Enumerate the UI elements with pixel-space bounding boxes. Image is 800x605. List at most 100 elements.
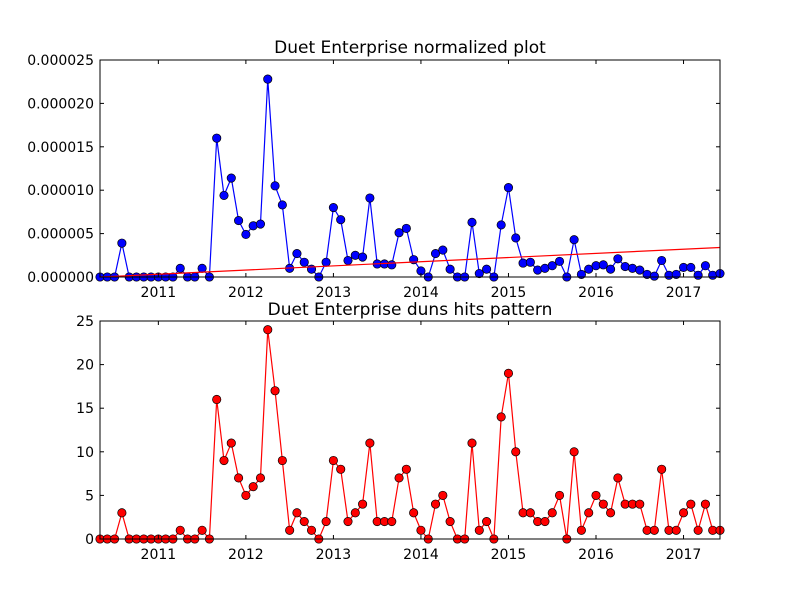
duns-hits-data-point xyxy=(554,490,565,500)
duns-hits-axes-frame xyxy=(99,320,721,540)
duns-hits-data-point xyxy=(328,455,338,466)
normalized-x-tick-label: 2016 xyxy=(578,285,614,301)
duns-hits-data-point xyxy=(576,525,586,535)
duns-hits-data-point xyxy=(401,464,411,474)
duns-hits-data-point xyxy=(649,525,659,535)
normalized-y-tick-label: 0.000005 xyxy=(27,227,94,243)
normalized-data-point xyxy=(401,223,411,233)
duns-hits-y-tick-label: 0 xyxy=(85,532,94,548)
duns-hits-title: Duet Enterprise duns hits pattern xyxy=(268,300,553,320)
duns-hits-y-tick-label: 25 xyxy=(76,314,94,330)
duns-hits-panel: Duet Enterprise duns hits pattern 2011 20… xyxy=(76,300,725,563)
normalized-data-point xyxy=(277,200,287,210)
normalized-x-tick-label: 2011 xyxy=(141,285,177,301)
normalized-data-point xyxy=(387,260,397,270)
duns-hits-data-point xyxy=(693,525,703,535)
normalized-data-point xyxy=(569,235,579,245)
normalized-data-point xyxy=(511,233,521,243)
duns-hits-data-point xyxy=(584,508,594,518)
normalized-plot-panel: Duet Enterprise normalized plot 2011 2012… xyxy=(27,38,725,301)
normalized-data-point xyxy=(700,261,710,271)
normalized-data-point xyxy=(547,261,557,271)
duns-hits-data-point xyxy=(343,517,353,527)
duns-hits-data-point xyxy=(175,525,185,535)
normalized-data-point xyxy=(474,268,484,279)
normalized-data-point xyxy=(496,220,506,230)
normalized-y-tick-label: 0.000010 xyxy=(27,183,94,199)
normalized-data-point xyxy=(299,257,309,267)
normalized-data-point xyxy=(226,173,236,183)
duns-hits-data-point xyxy=(613,473,623,483)
duns-hits-x-tick-label: 2016 xyxy=(578,547,614,563)
duns-hits-data-point xyxy=(598,499,608,509)
normalized-data-point xyxy=(358,252,368,262)
duns-hits-y-tick-label: 15 xyxy=(76,401,94,417)
duns-hits-data-point xyxy=(350,508,360,518)
normalized-data-point xyxy=(525,257,535,267)
duns-hits-data-point xyxy=(387,517,397,527)
duns-hits-data-point xyxy=(270,386,280,396)
normalized-data-point xyxy=(686,262,696,272)
normalized-data-point xyxy=(576,269,586,279)
normalized-data-point xyxy=(175,263,185,273)
duns-hits-y-tick-label: 20 xyxy=(76,358,94,374)
duns-hits-data-point xyxy=(299,517,309,527)
normalized-data-point xyxy=(445,264,455,274)
normalized-y-tick-label: 0.000025 xyxy=(27,53,94,69)
duns-hits-data-point xyxy=(226,438,236,448)
duns-hits-y-tick-label: 10 xyxy=(76,445,94,461)
normalized-data-point xyxy=(197,263,207,273)
normalized-data-point xyxy=(598,260,608,270)
normalized-data-point xyxy=(365,193,375,203)
duns-hits-data-point xyxy=(248,482,258,492)
normalized-x-tick-label: 2014 xyxy=(403,285,439,301)
duns-hits-x-tick-label: 2011 xyxy=(141,547,177,563)
duns-hits-x-tick-label: 2015 xyxy=(491,547,527,563)
normalized-y-tick-label: 0.000020 xyxy=(27,96,94,112)
duns-hits-data-point xyxy=(482,517,492,527)
duns-hits-data-point xyxy=(321,517,331,527)
duns-hits-data-point xyxy=(212,394,222,405)
normalized-data-point xyxy=(336,215,346,225)
normalized-y-tick-label: 0.000000 xyxy=(27,270,94,286)
duns-hits-x-tick-label: 2014 xyxy=(403,547,439,563)
duns-hits-data-point xyxy=(263,325,273,335)
normalized-trend-line xyxy=(99,246,721,278)
duns-hits-data-point xyxy=(606,508,616,518)
normalized-data-point xyxy=(328,203,338,213)
normalized-data-point xyxy=(343,255,353,266)
duns-hits-data-point xyxy=(241,490,251,500)
duns-hits-data-point xyxy=(234,473,244,483)
duns-hits-data-point xyxy=(219,455,229,466)
normalized-data-point xyxy=(635,265,645,275)
duns-hits-data-point xyxy=(474,525,484,535)
duns-hits-data-point xyxy=(525,508,535,518)
normalized-data-point xyxy=(255,219,266,229)
duns-hits-y-tick-label: 5 xyxy=(85,488,94,504)
duns-hits-data-point xyxy=(358,499,368,509)
duns-hits-data-point xyxy=(445,517,455,527)
duns-hits-data-point xyxy=(430,499,441,509)
duns-hits-data-point xyxy=(336,464,346,474)
normalized-data-point xyxy=(212,133,222,143)
normalized-data-point xyxy=(554,256,565,266)
duns-hits-data-point xyxy=(635,499,645,509)
duns-hits-data-point xyxy=(197,525,207,535)
duns-hits-data-point xyxy=(292,508,302,518)
normalized-data-point xyxy=(613,254,623,264)
duns-hits-x-tick-label: 2012 xyxy=(228,547,264,563)
normalized-data-point xyxy=(321,257,331,267)
normalized-data-point xyxy=(606,264,616,274)
duns-hits-data-point xyxy=(409,508,419,518)
normalized-data-point xyxy=(438,245,448,255)
duns-hits-data-point xyxy=(700,499,710,509)
normalized-plot-axes-frame xyxy=(99,59,721,278)
duns-hits-data-point xyxy=(394,473,404,483)
normalized-data-point xyxy=(467,217,477,227)
normalized-data-point xyxy=(292,249,302,259)
duns-hits-data-point xyxy=(511,447,521,457)
duns-hits-x-tick-label: 2017 xyxy=(666,547,702,563)
duns-hits-data-point xyxy=(365,438,375,448)
